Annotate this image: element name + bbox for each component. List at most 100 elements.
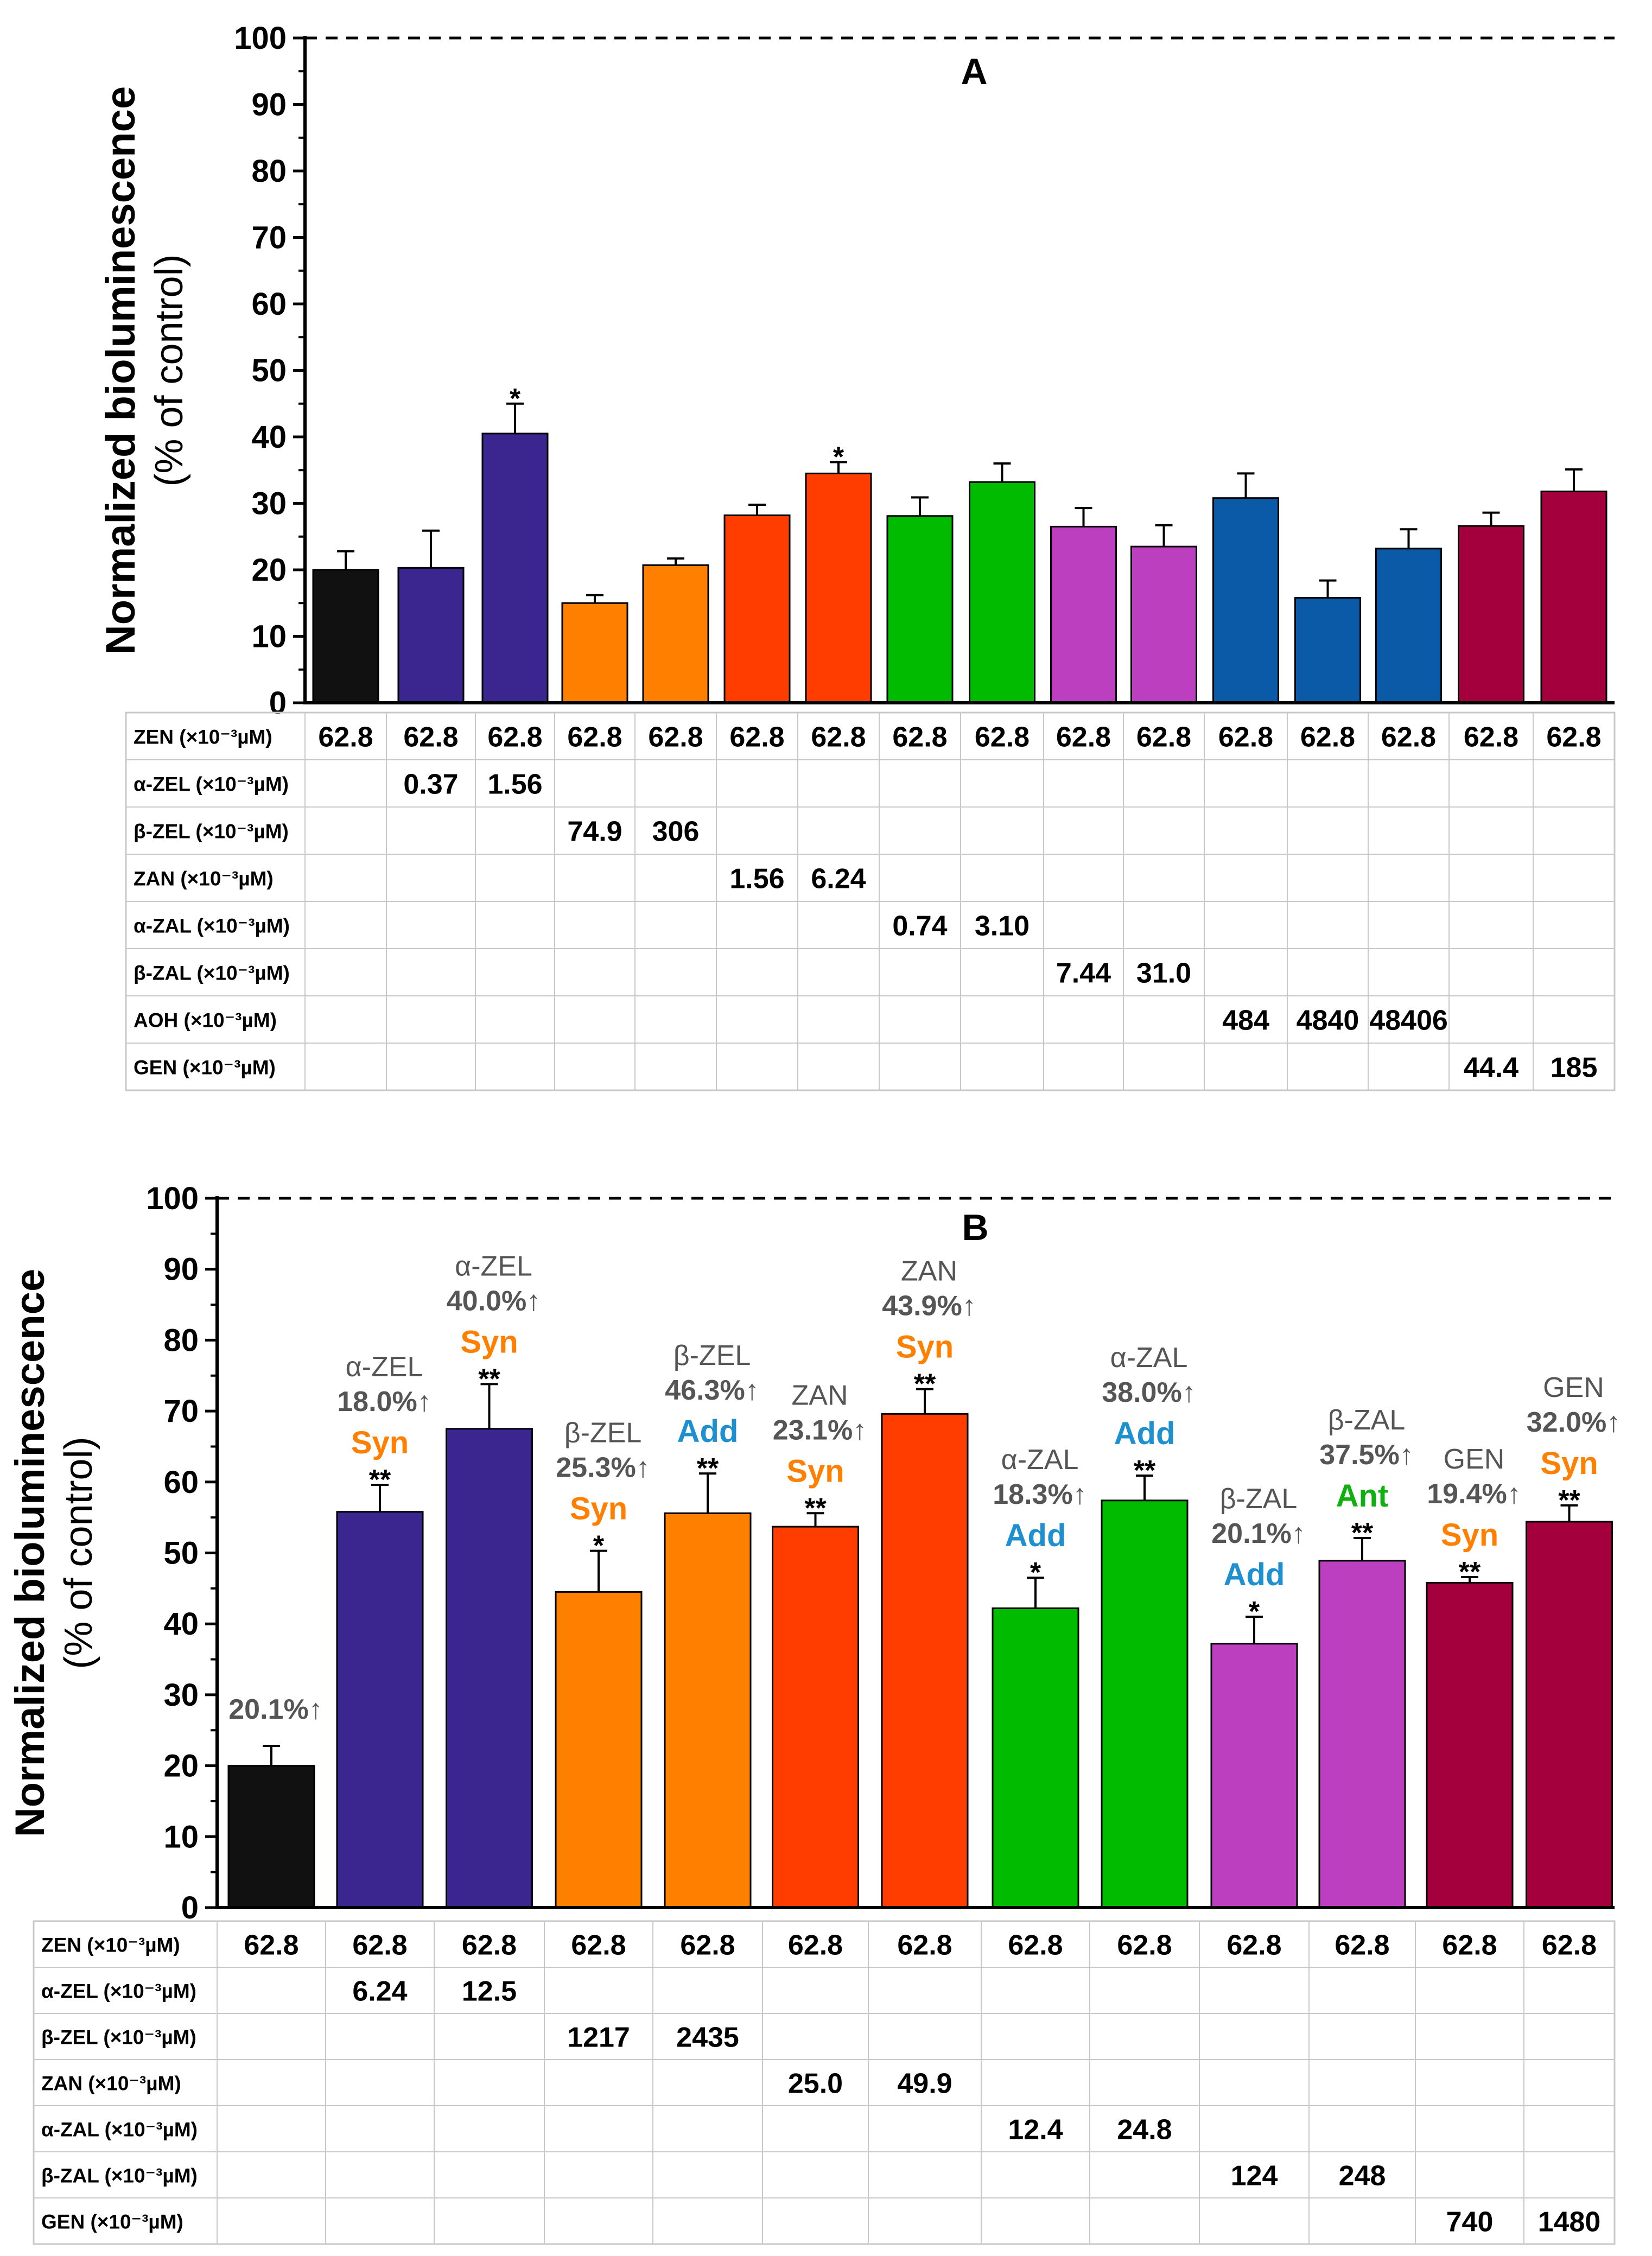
- significance-label: **: [1558, 1485, 1580, 1516]
- table-cell: 62.8: [680, 1930, 735, 1961]
- significance-label: *: [593, 1530, 605, 1562]
- significance-label: **: [1351, 1517, 1374, 1549]
- y-tick-label: 20: [163, 1749, 199, 1784]
- interaction-label: Syn: [1441, 1517, 1498, 1553]
- table-cell: 306: [652, 816, 700, 848]
- interaction-label: Add: [677, 1414, 739, 1449]
- table-row-label: α-ZEL (×10⁻³µM): [134, 773, 289, 796]
- y-tick-label: 30: [251, 486, 287, 522]
- bar-1: [227, 1765, 315, 1909]
- table-cell: 2435: [676, 2022, 739, 2054]
- table-cell: 0.37: [403, 769, 458, 800]
- table-cell: 62.8: [1546, 722, 1601, 753]
- percent-annotation: 20.1%↑: [1211, 1518, 1305, 1549]
- table-cell: 62.8: [487, 722, 542, 753]
- table-cell: 1217: [567, 2022, 630, 2054]
- y-tick-label: 90: [251, 87, 287, 123]
- table-cell: 740: [1446, 2207, 1494, 2238]
- y-tick-label: 60: [163, 1465, 199, 1500]
- percent-annotation: 23.1%↑: [773, 1414, 867, 1446]
- y-tick-label: 100: [146, 1181, 199, 1216]
- bar-10: [1210, 1643, 1298, 1909]
- table-cell: 62.8: [811, 722, 866, 753]
- table-cell: 1480: [1538, 2207, 1601, 2238]
- table-cell: 62.8: [1218, 722, 1273, 753]
- table-cell: 185: [1551, 1052, 1598, 1084]
- bar-3: [481, 433, 549, 704]
- table-cell: 62.8: [975, 722, 1030, 753]
- y-tick-label: 80: [163, 1323, 199, 1358]
- y-tick-label: 0: [269, 685, 287, 721]
- percent-annotation: β-ZAL: [1328, 1405, 1406, 1436]
- table-row-label: GEN (×10⁻³µM): [134, 1057, 276, 1079]
- percent-annotation: 37.5%↑: [1319, 1439, 1413, 1471]
- percent-annotation: GEN: [1543, 1372, 1604, 1403]
- percent-annotation: ZAN: [901, 1256, 957, 1287]
- table-cell: 62.8: [462, 1930, 517, 1961]
- interaction-label: Add: [1114, 1416, 1176, 1451]
- table-cell: 6.24: [811, 863, 866, 895]
- table-row-label: ZEN (×10⁻³µM): [41, 1934, 180, 1956]
- y-axis-subtitle: (% of control): [57, 1437, 100, 1669]
- percent-annotation: α-ZAL: [1110, 1342, 1188, 1374]
- significance-label: *: [833, 442, 844, 473]
- table-cell: 62.8: [352, 1930, 407, 1961]
- significance-label: **: [478, 1363, 500, 1395]
- table-row-label: α-ZAL (×10⁻³µM): [41, 2119, 198, 2141]
- bar-9: [1101, 1499, 1189, 1909]
- table-cell: 62.8: [892, 722, 947, 753]
- table-cell: 62.8: [1442, 1930, 1497, 1961]
- interaction-label: Syn: [570, 1491, 627, 1527]
- interaction-label: Ant: [1336, 1478, 1389, 1514]
- table-cell: 62.8: [567, 722, 622, 753]
- bar-4: [555, 1591, 643, 1909]
- y-axis-title: Normalized bioluminescence: [98, 86, 144, 654]
- percent-annotation: β-ZAL: [1220, 1483, 1298, 1515]
- table-row-label: β-ZEL (×10⁻³µM): [134, 821, 289, 843]
- y-tick-label: 20: [251, 552, 287, 588]
- percent-annotation: 20.1%↑: [228, 1694, 322, 1725]
- bar-10: [1050, 525, 1117, 704]
- table-cell: 62.8: [1300, 722, 1355, 753]
- percent-annotation: 40.0%↑: [447, 1285, 541, 1317]
- bar-13: [1294, 596, 1361, 704]
- bar-13: [1526, 1521, 1613, 1909]
- bar-16: [1540, 490, 1607, 704]
- y-tick-label: 50: [163, 1536, 199, 1571]
- y-tick-label: 10: [163, 1819, 199, 1854]
- bar-4: [561, 602, 628, 704]
- chart-panel-B: 0 10 20 30 40 50 60 70 80 90 100 Normalized biolumi…: [7, 1181, 1621, 2245]
- y-tick-label: 30: [163, 1677, 199, 1713]
- bar-7: [805, 472, 872, 704]
- table-cell: 62.8: [648, 722, 703, 753]
- table-row-label: ZAN (×10⁻³µM): [134, 868, 274, 890]
- percent-annotation: 32.0%↑: [1527, 1407, 1621, 1438]
- table-row-label: AOH (×10⁻³µM): [134, 1009, 277, 1032]
- table-cell: 62.8: [729, 722, 784, 753]
- table-cell: 62.8: [1227, 1930, 1281, 1961]
- table-cell: 62.8: [1008, 1930, 1063, 1961]
- bar-14: [1375, 548, 1442, 704]
- interaction-label: Syn: [786, 1453, 844, 1489]
- y-tick-label: 50: [251, 353, 287, 389]
- interaction-label: Syn: [1540, 1446, 1598, 1481]
- bar-6: [772, 1526, 859, 1909]
- panel-title: A: [961, 51, 987, 92]
- y-axis-title: Normalized bioluminescence: [7, 1269, 53, 1837]
- bar-7: [881, 1413, 969, 1909]
- percent-annotation: α-ZEL: [346, 1351, 423, 1383]
- bar-2: [336, 1511, 424, 1909]
- table-cell: 62.8: [1056, 722, 1111, 753]
- percent-annotation: β-ZEL: [673, 1340, 751, 1371]
- table-cell: 62.8: [403, 722, 458, 753]
- bar-5: [642, 564, 709, 704]
- y-tick-label: 80: [251, 154, 287, 189]
- table-cell: 48406: [1369, 1005, 1448, 1037]
- table-cell: 62.8: [1117, 1930, 1172, 1961]
- percent-annotation: α-ZAL: [1001, 1444, 1079, 1476]
- table-cell: 1.56: [729, 863, 784, 895]
- table-cell: 25.0: [788, 2068, 843, 2100]
- table-cell: 62.8: [1381, 722, 1436, 753]
- y-tick-label: 40: [251, 420, 287, 455]
